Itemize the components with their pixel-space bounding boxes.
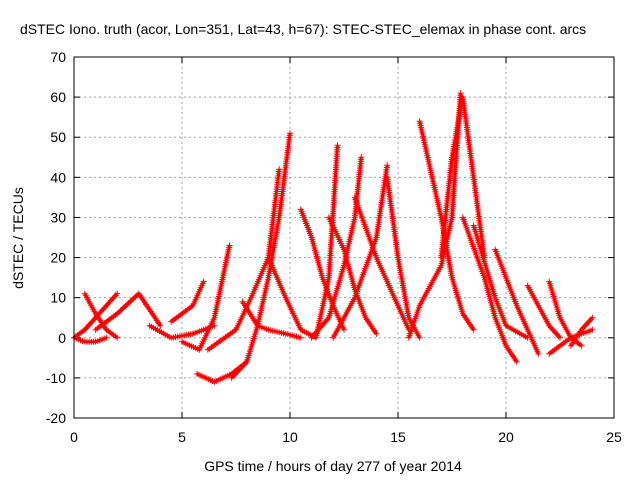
data-point [358, 154, 365, 161]
grid [74, 57, 614, 418]
data-point [114, 334, 121, 341]
y-tick-label: -10 [46, 370, 66, 386]
series-arc25 [524, 282, 563, 341]
y-tick-label: 60 [50, 89, 66, 105]
series-arc08 [194, 358, 250, 385]
series-arc02 [81, 290, 121, 341]
data-point [157, 322, 164, 329]
series-arc22 [459, 214, 520, 365]
data-point [103, 334, 110, 341]
y-tick-label: 50 [50, 129, 66, 145]
data-point [200, 278, 207, 285]
plot-frame [73, 56, 615, 419]
series-arc11 [239, 298, 304, 341]
series-arc04 [92, 290, 164, 333]
data-point [535, 350, 542, 357]
series-arc07 [179, 242, 233, 353]
data-point [384, 162, 391, 169]
data-point [297, 334, 304, 341]
series-line [331, 165, 389, 339]
data-point [287, 130, 293, 137]
data-point [470, 326, 477, 333]
x-tick-label: 20 [498, 429, 514, 445]
data-point [373, 330, 380, 337]
data-point [416, 334, 423, 341]
series-arc06 [168, 278, 207, 325]
data-point [226, 242, 233, 249]
series-arc05 [146, 322, 218, 341]
series-arc18 [384, 174, 423, 341]
series-arc23 [470, 222, 531, 341]
series-arc17 [351, 194, 412, 333]
data-point [578, 342, 585, 349]
data-point [457, 90, 464, 97]
series-arc03 [71, 334, 110, 345]
series-arc28 [546, 326, 596, 357]
x-tick-label: 0 [70, 429, 78, 445]
series-arc16 [330, 162, 391, 341]
x-tick-label: 5 [178, 429, 186, 445]
y-tick-label: 10 [50, 290, 66, 306]
x-axis-label: GPS time / hours of day 277 of year 2014 [204, 458, 462, 474]
data-point [334, 142, 341, 149]
data-point [276, 166, 283, 173]
chart-title: dSTEC Iono. truth (acor, Lon=351, Lat=43… [20, 21, 586, 37]
series-arc13 [297, 206, 347, 333]
y-tick-label: 40 [50, 169, 66, 185]
data-point [589, 314, 596, 321]
y-axis-label: dSTEC / TECUs [10, 187, 26, 289]
series-line [230, 133, 292, 379]
y-tick-label: 70 [50, 49, 66, 65]
series-arc21 [438, 94, 488, 261]
y-tick-label: 20 [50, 250, 66, 266]
x-tick-label: 15 [390, 429, 406, 445]
data-point [513, 358, 520, 365]
series-arc19 [405, 90, 464, 341]
data-point [114, 290, 121, 297]
data-point [589, 326, 596, 333]
x-tick-label: 25 [606, 429, 622, 445]
y-tick-label: 0 [58, 330, 66, 346]
data-point [341, 326, 347, 333]
x-axis: 0 5 10 15 20 25 [70, 57, 622, 445]
plot-area [71, 90, 596, 385]
x-tick-label: 10 [282, 429, 298, 445]
series-arc24 [492, 246, 542, 357]
y-tick-label: 30 [50, 209, 66, 225]
series-arc09 [228, 130, 293, 381]
data-point [557, 334, 563, 341]
y-tick-label: -20 [46, 410, 66, 426]
